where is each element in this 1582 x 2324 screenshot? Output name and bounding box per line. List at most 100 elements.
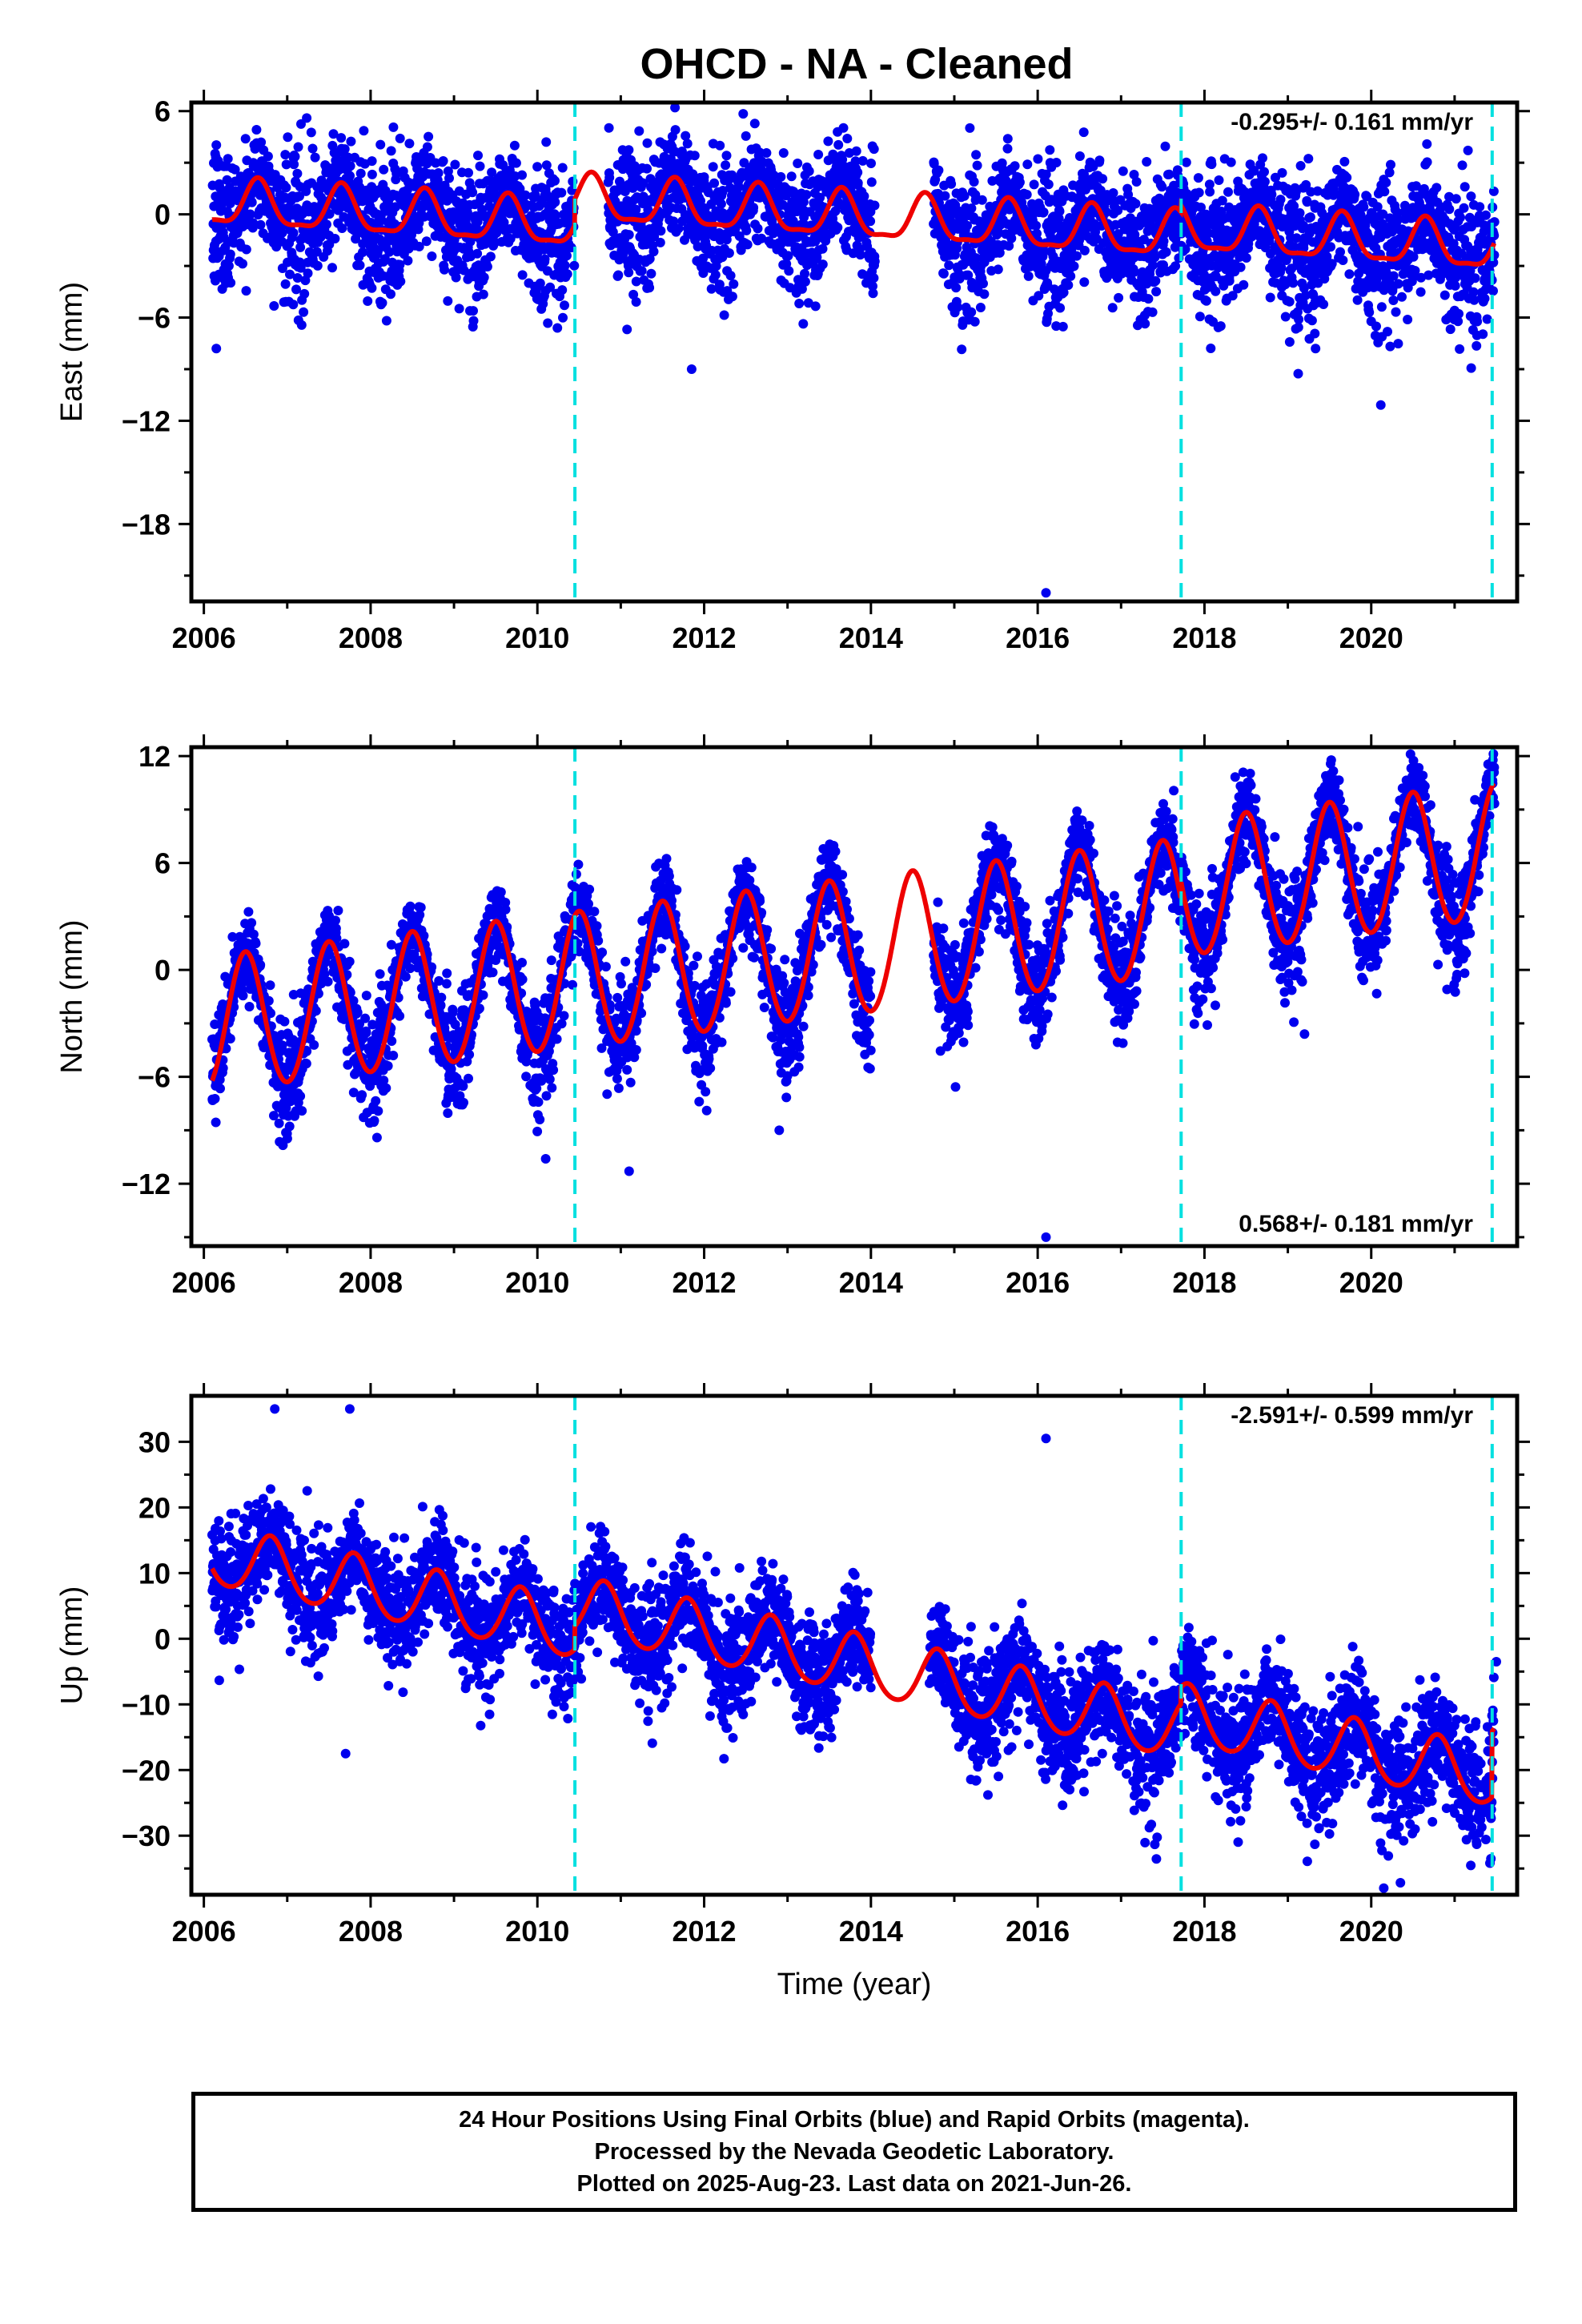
data-point (292, 168, 303, 179)
data-point (665, 154, 676, 164)
data-point (550, 211, 560, 221)
data-point (1142, 157, 1152, 167)
data-point (1339, 156, 1350, 167)
data-point (327, 263, 337, 273)
data-point (339, 939, 350, 949)
data-point (1098, 174, 1108, 184)
data-point (1350, 189, 1360, 199)
data-point (462, 207, 472, 217)
x-tick-label: 2020 (1339, 621, 1403, 654)
data-point (323, 976, 333, 987)
data-point (541, 137, 552, 147)
data-point (739, 158, 749, 168)
data-point (842, 134, 853, 143)
x-tick-label: 2014 (839, 621, 903, 654)
data-point (293, 142, 303, 152)
data-point (1195, 312, 1205, 322)
data-point (558, 312, 568, 323)
data-point (1215, 321, 1226, 332)
data-point (1344, 269, 1355, 279)
data-point (969, 177, 979, 187)
data-point (440, 264, 449, 275)
data-point (451, 272, 461, 283)
data-point (487, 167, 497, 178)
data-point (444, 173, 454, 183)
data-point (299, 288, 310, 299)
data-point (938, 268, 949, 279)
data-point (1258, 153, 1267, 163)
data-point (256, 137, 267, 147)
data-point (282, 1133, 292, 1144)
y-tick-label: −18 (122, 508, 171, 541)
data-point (225, 249, 235, 259)
data-point (1205, 187, 1215, 197)
data-point (311, 247, 322, 257)
data-point (717, 186, 728, 195)
data-point (1259, 176, 1270, 187)
data-point (1303, 154, 1314, 164)
data-point (560, 260, 570, 271)
y-tick-label: −6 (138, 302, 171, 335)
data-point (395, 133, 405, 143)
data-point (1466, 191, 1476, 202)
data-point (367, 169, 377, 179)
data-point (1143, 294, 1154, 304)
data-point (682, 139, 693, 149)
y-axis-label: East (mm) (55, 282, 89, 422)
data-point (1376, 302, 1387, 312)
data-point (1094, 155, 1105, 166)
data-points (207, 103, 1500, 598)
data-point (1488, 286, 1498, 296)
data-point (291, 284, 301, 295)
data-point (404, 139, 415, 149)
data-point (738, 109, 749, 119)
data-point (310, 152, 320, 163)
data-point (251, 939, 261, 949)
data-point (560, 300, 569, 311)
data-point (944, 260, 954, 271)
data-point (1267, 189, 1277, 199)
chart-title: OHCD - NA - Cleaned (640, 40, 1073, 88)
y-tick-label: 6 (155, 95, 171, 128)
data-point (309, 1039, 319, 1050)
data-point (1114, 292, 1124, 303)
data-point (959, 191, 970, 201)
data-point (1066, 271, 1076, 281)
outlier-point (686, 364, 697, 374)
data-point (757, 233, 767, 243)
data-point (689, 151, 700, 161)
rate-label: -0.295+/- 0.161 mm/yr (1231, 109, 1473, 135)
data-point (295, 1091, 306, 1101)
data-point (541, 160, 552, 171)
data-point (1140, 319, 1150, 329)
data-point (1386, 159, 1395, 170)
data-point (724, 248, 734, 258)
data-point (946, 179, 957, 189)
data-point (346, 136, 356, 147)
data-point (1063, 280, 1074, 290)
data-point (378, 271, 388, 281)
data-point (1326, 242, 1335, 252)
data-point (1055, 303, 1066, 313)
data-point (631, 297, 641, 307)
data-point (478, 289, 488, 300)
data-point (1108, 188, 1118, 198)
data-point (375, 139, 386, 150)
data-point (371, 1096, 381, 1106)
data-point (277, 1040, 287, 1051)
data-point (223, 154, 233, 164)
data-point (1157, 182, 1167, 192)
data-point (210, 1094, 220, 1104)
data-point (238, 991, 248, 1001)
data-point (339, 144, 350, 155)
data-point (608, 227, 618, 237)
data-point (241, 286, 251, 296)
data-point (1130, 199, 1141, 209)
data-point (263, 995, 274, 1006)
x-tick-label: 2010 (505, 621, 569, 654)
data-point (472, 248, 483, 259)
data-point (517, 270, 528, 280)
data-point (812, 252, 822, 263)
data-point (454, 304, 464, 314)
data-point (823, 136, 833, 147)
